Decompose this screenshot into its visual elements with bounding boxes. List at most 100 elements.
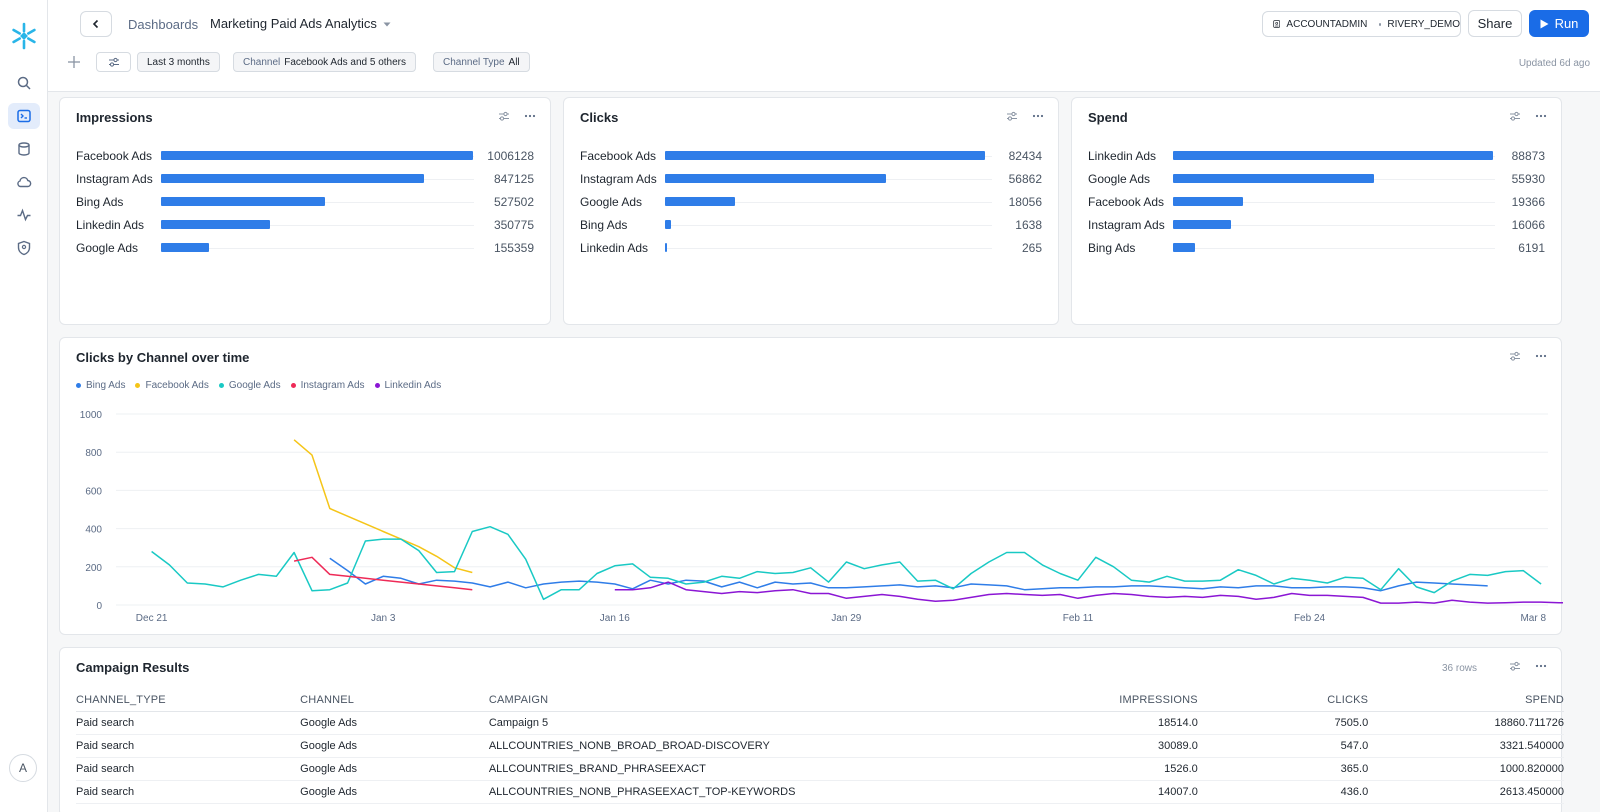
bar[interactable] (665, 151, 985, 160)
card-tools (1509, 350, 1547, 362)
date-range-filter[interactable]: Last 3 months (137, 52, 220, 72)
table-cell: 18514.0 (995, 711, 1198, 735)
bar[interactable] (161, 197, 325, 206)
bar[interactable] (1173, 197, 1243, 206)
table-cell: 1526.0 (995, 757, 1198, 781)
card-settings-sliders-icon[interactable] (1006, 110, 1018, 122)
sliders-icon (108, 57, 119, 67)
column-header[interactable]: CHANNEL (300, 690, 489, 712)
bar-row-linkedin-ads[interactable]: Linkedin Ads 265 (580, 238, 1042, 258)
dashboard-title-text: Marketing Paid Ads Analytics (210, 16, 377, 31)
bar-category-label: Linkedin Ads (76, 218, 145, 232)
run-button[interactable]: Run (1529, 10, 1589, 37)
bar-row-instagram-ads[interactable]: Instagram Ads 56862 (580, 169, 1042, 189)
user-avatar[interactable]: A (9, 754, 37, 782)
bar-row-bing-ads[interactable]: Bing Ads 6191 (1088, 238, 1545, 258)
bar[interactable] (665, 197, 736, 206)
bar-row-google-ads[interactable]: Google Ads 55930 (1088, 169, 1545, 189)
channel-type-filter[interactable]: Channel Type All (433, 52, 530, 72)
snowflake-logo-icon[interactable] (10, 22, 38, 50)
bar-row-facebook-ads[interactable]: Facebook Ads 82434 (580, 146, 1042, 166)
filters-settings-button[interactable] (96, 52, 131, 72)
bar[interactable] (665, 174, 886, 183)
bar-track (1173, 202, 1495, 203)
table-row[interactable]: Paid search Google Ads ALLCOUNTRIES_BRAN… (76, 757, 1564, 781)
worksheets-nav-icon[interactable] (8, 103, 40, 129)
bar-row-linkedin-ads[interactable]: Linkedin Ads 88873 (1088, 146, 1545, 166)
admin-shield-nav-icon[interactable] (8, 235, 40, 261)
column-header[interactable]: SPEND (1368, 690, 1564, 712)
channel-filter[interactable]: Channel Facebook Ads and 5 others (233, 52, 417, 72)
rows-count: 36 rows (1441, 663, 1477, 674)
legend-item-google-ads[interactable]: Google Ads (218, 380, 281, 391)
bar[interactable] (161, 174, 424, 183)
bar-row-instagram-ads[interactable]: Instagram Ads 16066 (1088, 215, 1545, 235)
table-cell: Paid search (76, 780, 301, 804)
bar[interactable] (1173, 243, 1196, 252)
bar-value-label: 527502 (493, 195, 534, 209)
column-header[interactable]: CLICKS (1197, 690, 1369, 712)
card-settings-sliders-icon[interactable] (1509, 110, 1521, 122)
legend-label: Linkedin Ads (384, 380, 442, 391)
card-settings-sliders-icon[interactable] (1509, 350, 1521, 362)
more-options-icon[interactable] (1032, 110, 1044, 122)
bar[interactable] (1173, 174, 1375, 183)
more-options-icon[interactable] (1535, 660, 1547, 672)
bar-row-linkedin-ads[interactable]: Linkedin Ads 350775 (76, 215, 534, 235)
more-options-icon[interactable] (1535, 350, 1547, 362)
legend-swatch (135, 383, 141, 388)
y-tick-label: 800 (85, 448, 102, 459)
line-chart-svg: 0 200 400 600 800 1000 Dec 21 Jan 3 Jan 16 Jan 29… (80, 410, 1563, 624)
bar[interactable] (665, 243, 667, 252)
legend-label: Google Ads (228, 380, 281, 391)
bar-category-label: Linkedin Ads (580, 241, 649, 255)
more-options-icon[interactable] (524, 110, 536, 122)
table-row[interactable]: Paid search Google Ads Campaign 5 18514.… (76, 711, 1564, 735)
data-nav-icon[interactable] (8, 136, 40, 162)
column-header[interactable]: CAMPAIGN (488, 690, 996, 712)
bar-row-google-ads[interactable]: Google Ads 18056 (580, 192, 1042, 212)
dashboard-title[interactable]: Marketing Paid Ads Analytics (210, 16, 391, 31)
bar[interactable] (665, 220, 672, 229)
legend-item-facebook-ads[interactable]: Facebook Ads (135, 380, 209, 391)
bar[interactable] (1173, 151, 1493, 160)
bar-row-bing-ads[interactable]: Bing Ads 527502 (76, 192, 534, 212)
activity-nav-icon[interactable] (8, 202, 40, 228)
share-button[interactable]: Share (1468, 10, 1522, 37)
y-tick-label: 600 (85, 486, 102, 497)
bar-row-bing-ads[interactable]: Bing Ads 1638 (580, 215, 1042, 235)
cloud-nav-icon[interactable] (8, 169, 40, 195)
card-settings-sliders-icon[interactable] (498, 110, 510, 122)
back-button[interactable] (80, 11, 112, 37)
bar-track (161, 248, 474, 249)
bar-row-instagram-ads[interactable]: Instagram Ads 847125 (76, 169, 534, 189)
add-filter-plus-icon[interactable] (66, 54, 82, 70)
card-settings-sliders-icon[interactable] (1509, 660, 1521, 672)
role-warehouse-selector[interactable]: ACCOUNTADMIN RIVERY_DEMO (1262, 11, 1461, 37)
bar-track (665, 248, 992, 249)
bar-row-google-ads[interactable]: Google Ads 155359 (76, 238, 534, 258)
legend-item-bing-ads[interactable]: Bing Ads (76, 380, 125, 391)
bar-row-facebook-ads[interactable]: Facebook Ads 1006128 (76, 146, 534, 166)
column-header[interactable]: IMPRESSIONS (995, 690, 1198, 712)
bar[interactable] (161, 151, 473, 160)
bar-row-facebook-ads[interactable]: Facebook Ads 19366 (1088, 192, 1545, 212)
bar[interactable] (1173, 220, 1231, 229)
card-tools (1509, 110, 1547, 122)
more-options-icon[interactable] (1535, 110, 1547, 122)
breadcrumb-dashboards[interactable]: Dashboards (128, 17, 199, 32)
y-tick-label: 200 (85, 563, 102, 574)
legend-item-linkedin-ads[interactable]: Linkedin Ads (374, 380, 442, 391)
bar[interactable] (161, 243, 210, 252)
table-row[interactable]: Paid search Google Ads ALLCOUNTRIES_NONB… (76, 780, 1564, 804)
legend-item-instagram-ads[interactable]: Instagram Ads (290, 380, 365, 391)
bar[interactable] (161, 220, 270, 229)
search-nav-icon[interactable] (8, 70, 40, 96)
column-header[interactable]: CHANNEL_TYPE (76, 690, 301, 712)
series-line-linkedin-ads (614, 581, 1563, 604)
table-row[interactable]: Paid search Google Ads ALLCOUNTRIES_NONB… (76, 734, 1564, 758)
table-cell: 547.0 (1197, 734, 1369, 758)
bar-track (1173, 225, 1495, 226)
warehouse-name: RIVERY_DEMO (1387, 18, 1460, 30)
bar-value-label: 18056 (1008, 195, 1042, 209)
